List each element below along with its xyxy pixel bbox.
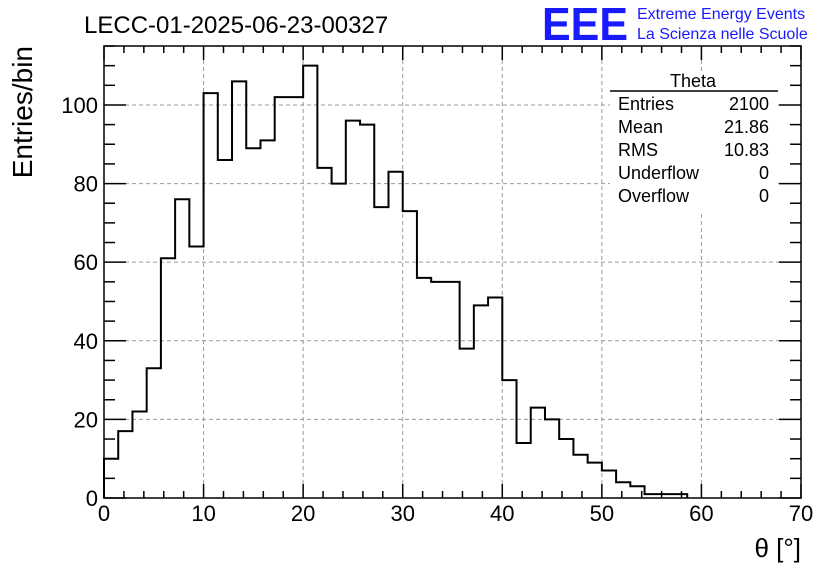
histogram-bar [573, 455, 587, 498]
eee-logo-line1: Extreme Energy Events [637, 6, 805, 23]
histogram-bar [175, 199, 189, 498]
y-tick-label: 40 [74, 329, 98, 354]
stats-box-title: Theta [670, 71, 717, 91]
histogram-bar [431, 282, 445, 498]
eee-logo: EEE Extreme Energy Events La Scienza nel… [542, 0, 808, 50]
histogram-bar [545, 419, 559, 498]
stats-rms-label: RMS [618, 140, 658, 160]
axis-tick-labels: 0 10 20 30 40 50 60 70 0 20 40 60 80 100 [61, 93, 813, 526]
plot-frame [103, 45, 802, 499]
histogram-bar [374, 207, 388, 498]
histogram-bar [445, 282, 459, 498]
histogram-bar [118, 431, 132, 498]
histogram-bar [360, 125, 374, 498]
y-tick-label: 100 [61, 93, 98, 118]
stats-mean-label: Mean [618, 117, 663, 137]
histogram-bars [103, 64, 689, 498]
histogram-bar [588, 463, 602, 498]
histogram-bar [602, 470, 616, 498]
axis-ticks [103, 45, 802, 499]
histogram-bar [147, 368, 161, 498]
histogram-bar [246, 148, 260, 498]
histogram-bar [417, 278, 431, 498]
histogram-bar [332, 184, 346, 498]
x-axis-label: θ [°] [754, 533, 801, 563]
eee-logo-mark: EEE [542, 0, 628, 50]
histogram-bar [161, 258, 175, 498]
histogram-bar [317, 168, 331, 498]
x-tick-label: 60 [689, 501, 713, 526]
stats-mean-value: 21.86 [724, 117, 769, 137]
y-tick-label: 80 [74, 172, 98, 197]
y-axis-label: Entries/bin [7, 46, 38, 178]
x-tick-label: 70 [789, 501, 813, 526]
histogram-bar [488, 298, 502, 498]
histogram-bar [346, 121, 360, 498]
x-tick-label: 30 [390, 501, 414, 526]
histogram-bar [289, 97, 303, 498]
y-tick-label: 0 [86, 486, 98, 511]
grid-lines [104, 46, 801, 498]
stats-box: Theta Entries 2100 Mean 21.86 RMS 10.83 … [610, 71, 778, 211]
histogram-bar [303, 66, 317, 498]
stats-entries-label: Entries [618, 94, 674, 114]
stats-entries-value: 2100 [729, 94, 769, 114]
stats-rms-value: 10.83 [724, 140, 769, 160]
histogram-bar [517, 443, 531, 498]
histogram-outline [103, 64, 689, 498]
stats-box-background [610, 71, 778, 211]
x-tick-label: 0 [98, 501, 110, 526]
histogram-bar [218, 160, 232, 498]
x-tick-label: 50 [590, 501, 614, 526]
x-tick-label: 10 [191, 501, 215, 526]
stats-overflow-label: Overflow [618, 186, 690, 206]
y-tick-label: 60 [74, 250, 98, 275]
histogram-bar [502, 380, 516, 498]
eee-logo-line2: La Scienza nelle Scuole [637, 26, 808, 43]
histogram-bar [132, 412, 146, 498]
histogram-bar [403, 211, 417, 498]
histogram-bar [204, 93, 218, 498]
histogram-bar [260, 140, 274, 498]
histogram-bar [189, 246, 203, 498]
chart-title: LECC-01-2025-06-23-00327 [84, 12, 388, 39]
histogram-bar [559, 439, 573, 498]
histogram-bar [616, 482, 630, 498]
histogram-bar [232, 81, 246, 498]
y-tick-label: 20 [74, 407, 98, 432]
stats-underflow-label: Underflow [618, 163, 700, 183]
stats-overflow-value: 0 [759, 186, 769, 206]
histogram-bar [474, 305, 488, 498]
histogram-bar [275, 97, 289, 498]
x-tick-label: 40 [490, 501, 514, 526]
x-tick-label: 20 [291, 501, 315, 526]
histogram-bar [388, 172, 402, 498]
histogram-bar [460, 349, 474, 498]
histogram-bar [531, 408, 545, 498]
stats-underflow-value: 0 [759, 163, 769, 183]
